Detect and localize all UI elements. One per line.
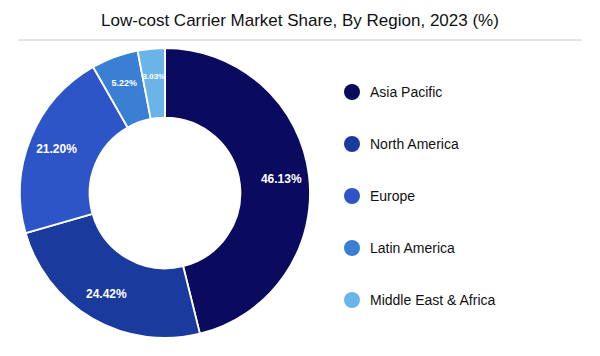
legend-swatch (344, 240, 360, 256)
legend-swatch (344, 188, 360, 204)
data-label: 3.03% (143, 72, 166, 81)
legend-label: Asia Pacific (370, 84, 442, 100)
separator (18, 40, 582, 41)
legend: Asia Pacific North America Europe Latin Ame… (344, 84, 495, 308)
title: Low-cost Carrier Market Share, By Region… (101, 11, 499, 30)
slice (26, 214, 200, 338)
chart: Low-cost Carrier Market Share, By Region… (0, 0, 600, 356)
legend-label: Europe (370, 188, 415, 204)
legend-swatch (344, 292, 360, 308)
data-label: 24.42% (86, 287, 127, 301)
data-labels: 46.13% 24.42% 21.20% 5.22% 3.03% (36, 72, 302, 302)
legend-label: Middle East & Africa (370, 292, 495, 308)
legend-label: Latin America (370, 240, 455, 256)
legend-swatch (344, 84, 360, 100)
data-label: 21.20% (36, 142, 77, 156)
data-label: 5.22% (112, 78, 138, 88)
slices (20, 48, 310, 338)
slice (138, 48, 165, 119)
legend-label: North America (370, 136, 459, 152)
data-label: 46.13% (261, 172, 302, 186)
legend-swatch (344, 136, 360, 152)
chart-container: Low-cost Carrier Market Share, By Region… (0, 0, 600, 356)
